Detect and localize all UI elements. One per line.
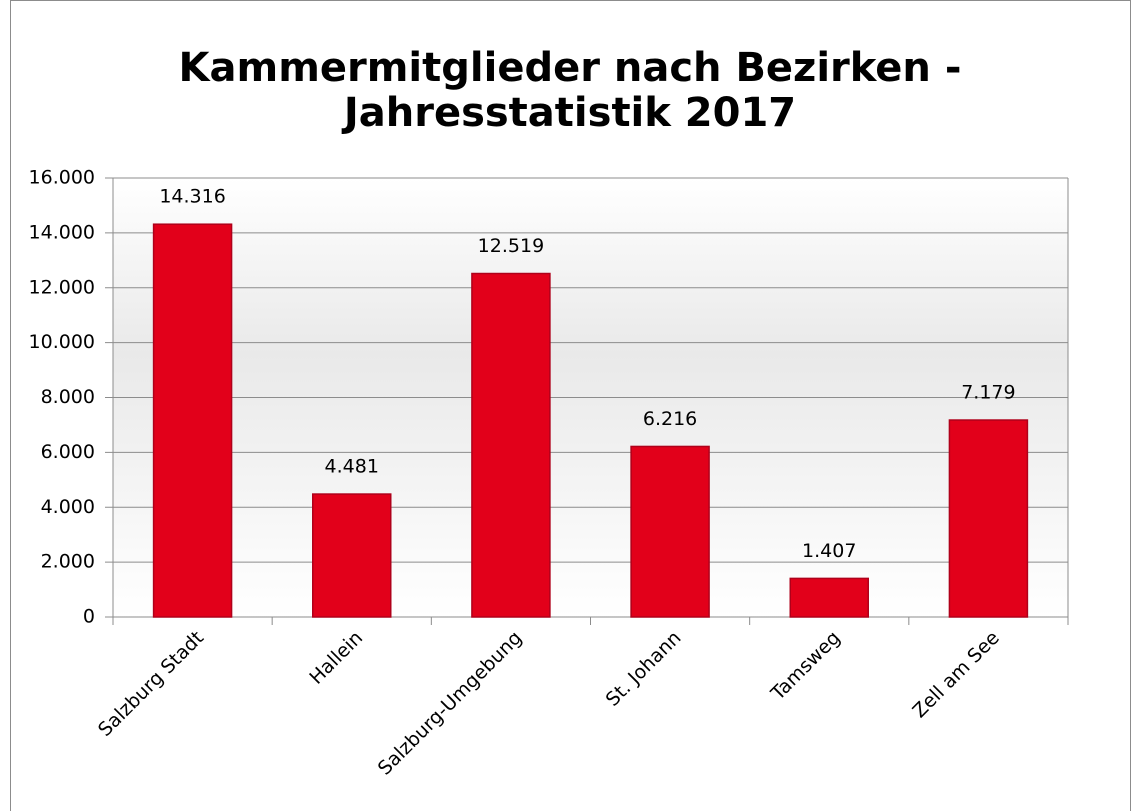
- bar: [471, 272, 551, 618]
- bar: [312, 493, 392, 618]
- bar: [789, 577, 869, 618]
- bar: [948, 419, 1029, 618]
- chart-title: Kammermitglieder nach Bezirken -: [179, 45, 962, 91]
- y-tick-label: 16.000: [29, 167, 95, 189]
- y-tick-label: 2.000: [41, 551, 95, 573]
- data-label: 6.216: [643, 408, 697, 430]
- y-tick-label: 4.000: [41, 496, 95, 518]
- bar: [152, 223, 233, 618]
- data-label: 4.481: [325, 456, 379, 478]
- data-label: 7.179: [961, 382, 1015, 404]
- chart-title: Jahresstatistik 2017: [341, 90, 796, 136]
- y-tick-label: 12.000: [29, 276, 95, 298]
- y-tick-label: 8.000: [41, 386, 95, 408]
- bar: [630, 445, 710, 618]
- y-tick-label: 14.000: [29, 221, 95, 243]
- y-tick-label: 10.000: [29, 331, 95, 353]
- y-tick-label: 0: [83, 606, 95, 628]
- data-label: 1.407: [802, 540, 856, 562]
- data-label: 14.316: [159, 186, 225, 208]
- y-tick-label: 6.000: [41, 441, 95, 463]
- data-label: 12.519: [478, 235, 544, 257]
